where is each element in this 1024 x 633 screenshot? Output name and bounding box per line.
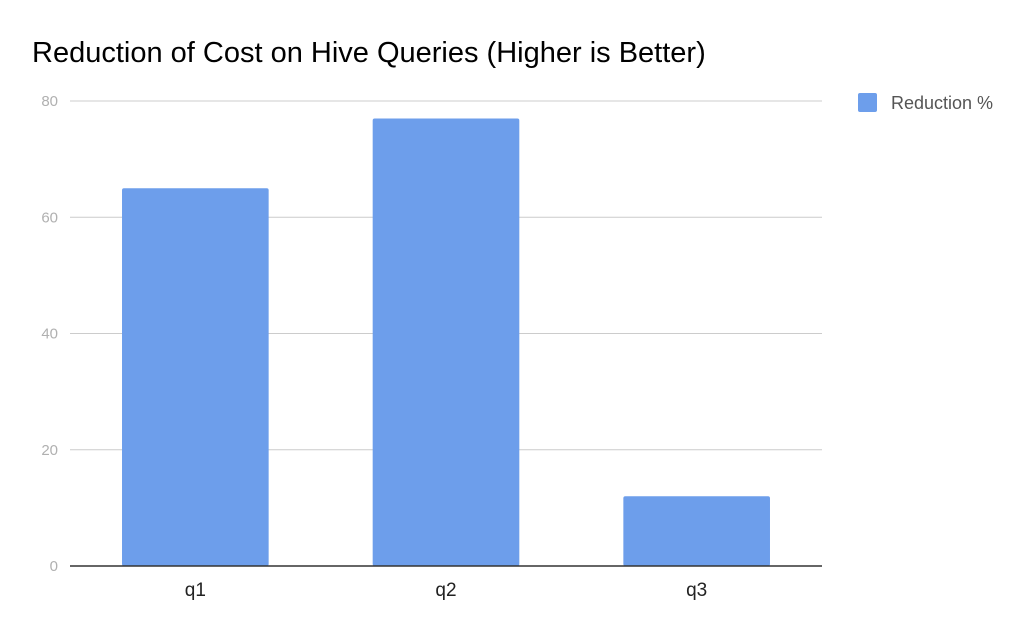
y-tick-label-40: 40: [41, 326, 58, 343]
chart-title: Reduction of Cost on Hive Queries (Highe…: [32, 37, 706, 69]
x-axis-tick-labels: q1 q2 q3: [185, 580, 707, 601]
legend-label-reduction: Reduction %: [891, 93, 993, 113]
y-tick-label-20: 20: [41, 442, 58, 459]
y-tick-label-0: 0: [50, 558, 58, 575]
y-axis-tick-labels: 0 20 40 60 80: [41, 93, 58, 575]
y-tick-label-80: 80: [41, 93, 58, 110]
bars: [122, 118, 770, 566]
x-tick-label-q1: q1: [185, 580, 206, 601]
y-tick-label-60: 60: [41, 209, 58, 226]
bar-q2: [372, 118, 520, 566]
x-tick-label-q2: q2: [435, 580, 456, 601]
legend: Reduction %: [858, 93, 993, 113]
bar-q3: [623, 496, 770, 566]
legend-swatch-reduction: [858, 93, 877, 112]
x-tick-label-q3: q3: [686, 580, 707, 601]
bar-q1: [122, 188, 269, 566]
